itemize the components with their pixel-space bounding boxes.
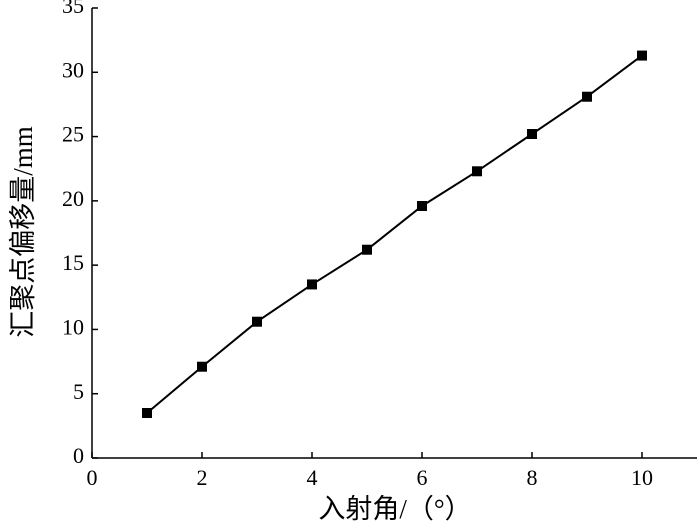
x-tick-label: 6 <box>417 465 428 490</box>
y-tick-label: 35 <box>62 0 84 18</box>
data-line <box>146 54 643 414</box>
data-point <box>527 129 537 139</box>
y-tick-label: 15 <box>62 250 84 275</box>
data-point <box>472 166 482 177</box>
y-tick-label: 0 <box>73 443 84 468</box>
x-tick-label: 0 <box>87 465 98 490</box>
data-point <box>252 316 262 327</box>
data-point <box>417 201 427 211</box>
y-tick-label: 25 <box>62 122 84 147</box>
x-tick-label: 4 <box>307 465 318 490</box>
x-tick-label: 8 <box>527 465 538 490</box>
y-tick-label: 5 <box>73 379 84 404</box>
data-point <box>362 244 372 255</box>
y-tick-label: 30 <box>62 57 84 82</box>
data-point <box>637 50 647 61</box>
data-point <box>142 408 152 418</box>
x-axis-title: 入射角/（°） <box>318 494 471 524</box>
data-point <box>197 361 207 372</box>
x-tick-label: 10 <box>631 465 653 490</box>
data-point <box>582 91 592 102</box>
x-tick-label: 2 <box>197 465 208 490</box>
y-tick-label: 20 <box>62 186 84 211</box>
data-point <box>307 279 317 290</box>
y-axis-title: 汇聚点偏移量/mm <box>8 126 38 338</box>
y-tick-label: 10 <box>62 314 84 339</box>
